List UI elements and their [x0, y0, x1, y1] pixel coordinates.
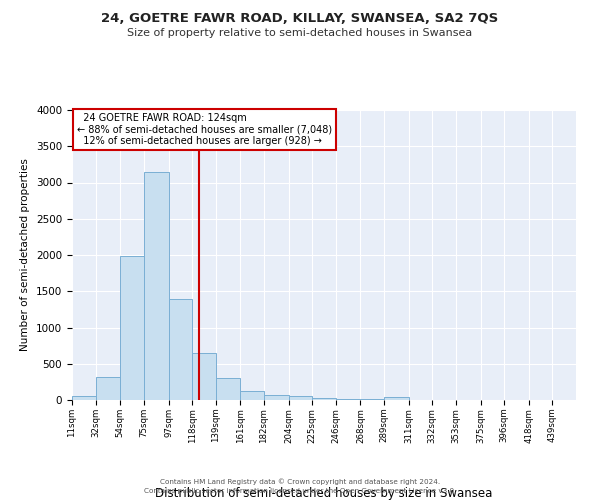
Bar — [120, 256, 144, 400]
Bar — [192, 353, 215, 400]
Text: Contains HM Land Registry data © Crown copyright and database right 2024.
Contai: Contains HM Land Registry data © Crown c… — [144, 478, 456, 494]
Bar — [289, 396, 312, 400]
Text: Size of property relative to semi-detached houses in Swansea: Size of property relative to semi-detach… — [127, 28, 473, 38]
Bar — [215, 378, 241, 400]
Bar — [336, 398, 361, 400]
X-axis label: Distribution of semi-detached houses by size in Swansea: Distribution of semi-detached houses by … — [155, 487, 493, 500]
Bar — [264, 394, 289, 400]
Bar — [169, 299, 192, 400]
Text: 24, GOETRE FAWR ROAD, KILLAY, SWANSEA, SA2 7QS: 24, GOETRE FAWR ROAD, KILLAY, SWANSEA, S… — [101, 12, 499, 26]
Y-axis label: Number of semi-detached properties: Number of semi-detached properties — [20, 158, 31, 352]
Bar — [144, 172, 169, 400]
Bar — [95, 377, 120, 400]
Bar — [384, 397, 409, 400]
Bar — [312, 398, 336, 400]
Text: 24 GOETRE FAWR ROAD: 124sqm
← 88% of semi-detached houses are smaller (7,048)
  : 24 GOETRE FAWR ROAD: 124sqm ← 88% of sem… — [77, 113, 332, 146]
Bar — [72, 396, 95, 400]
Bar — [241, 391, 264, 400]
